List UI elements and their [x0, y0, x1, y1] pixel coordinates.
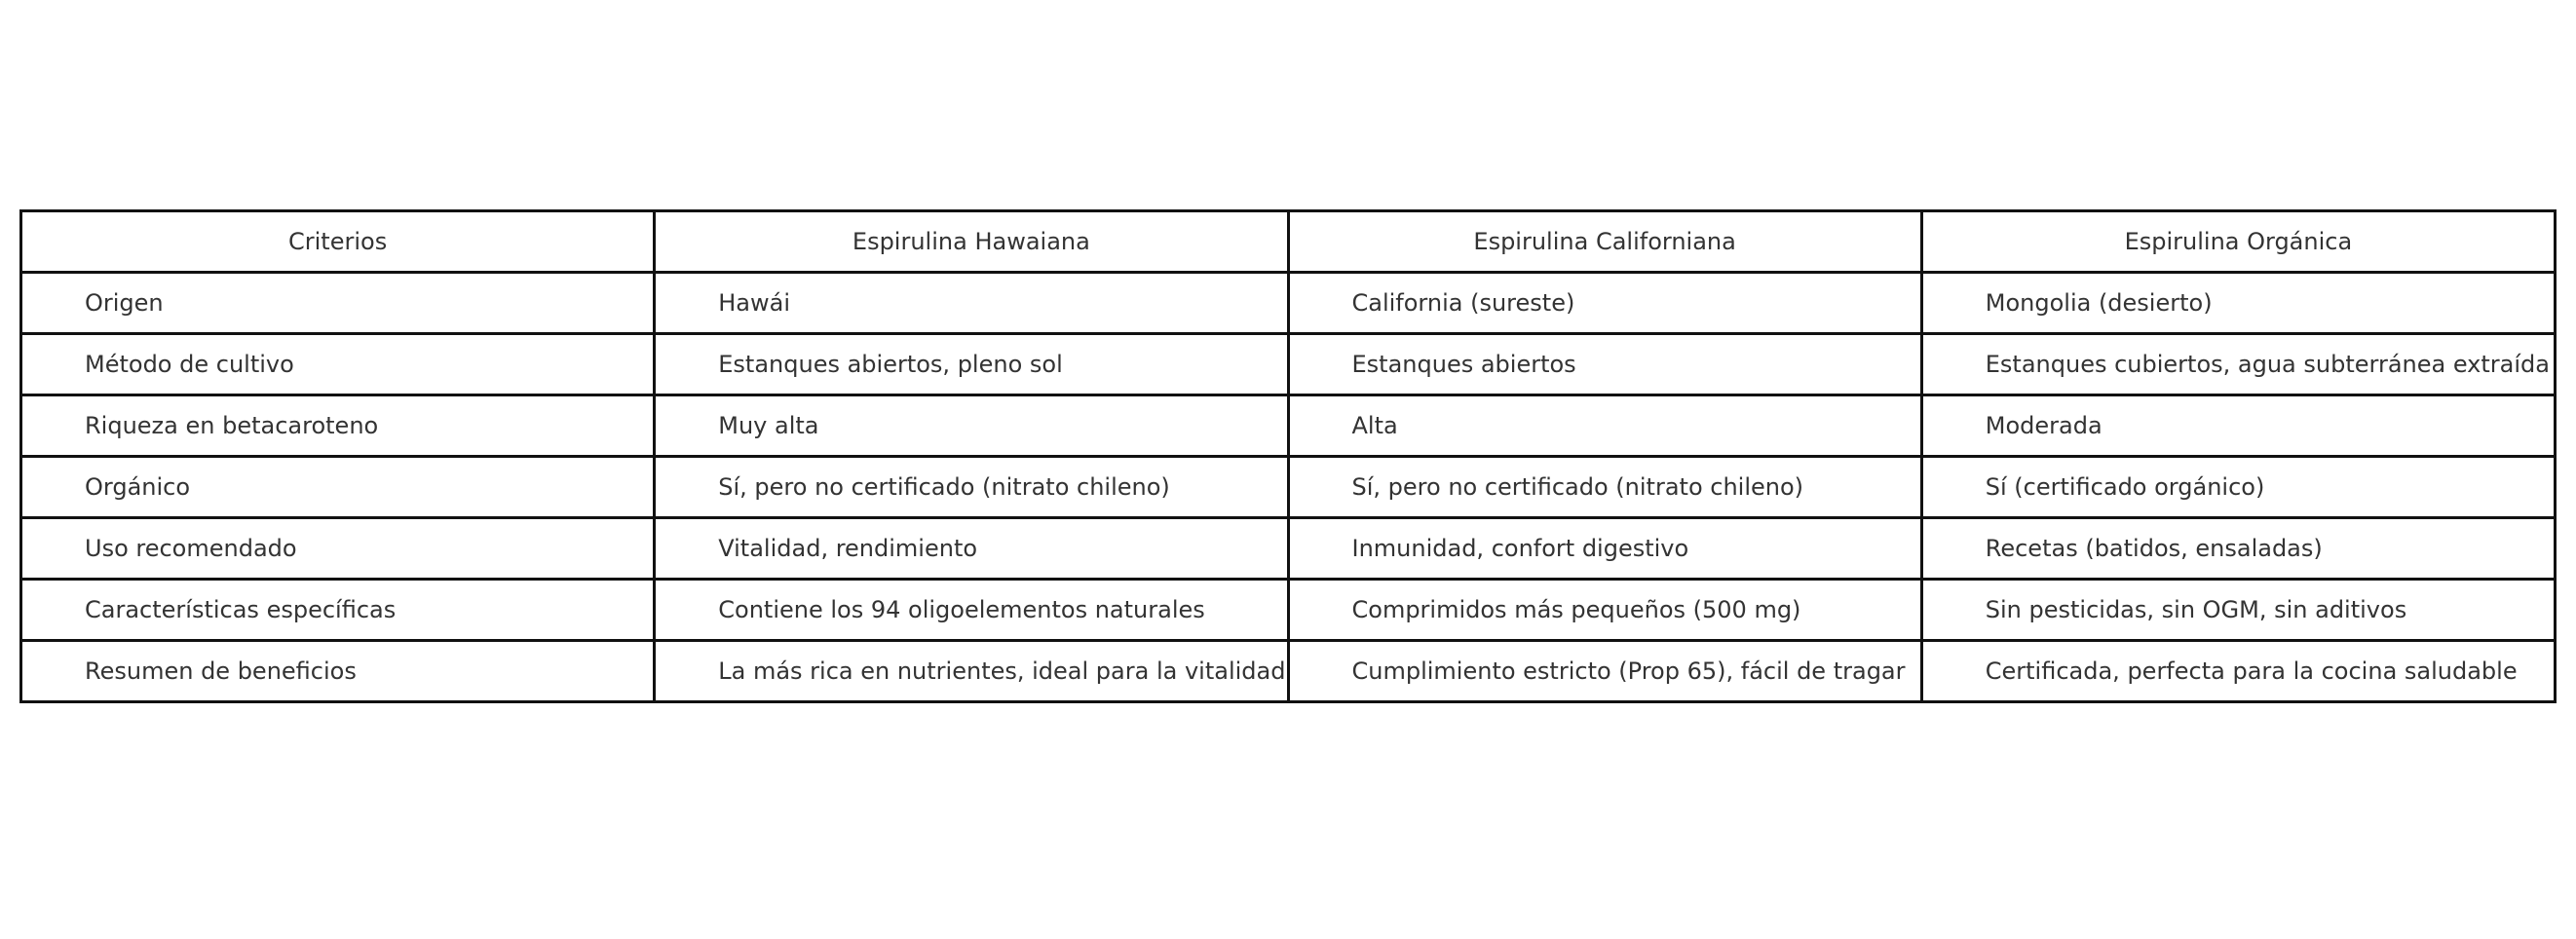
table-cell: Contiene los 94 oligoelementos naturales — [653, 578, 1290, 642]
table-cell: Muy alta — [653, 394, 1290, 458]
table-cell: Certificada, perfecta para la cocina sal… — [1919, 639, 2557, 703]
table-cell: Sí (certificado orgánico) — [1919, 455, 2557, 519]
table-cell: Estanques cubiertos, agua subterránea ex… — [1919, 332, 2557, 396]
table-head: Criterios Espirulina Hawaiana Espirulina C… — [19, 209, 2557, 274]
header-cell: Espirulina Hawaiana — [653, 209, 1290, 274]
table-cell: Método de cultivo — [19, 332, 657, 396]
table-cell: Recetas (batidos, ensaladas) — [1919, 516, 2557, 581]
table-row: Resumen de beneficios La más rica en nutr… — [19, 639, 2557, 703]
table-cell: Inmunidad, confort digestivo — [1286, 516, 1923, 581]
header-cell: Espirulina Californiana — [1286, 209, 1923, 274]
table-cell: La más rica en nutrientes, ideal para la… — [653, 639, 1290, 703]
table-cell: Uso recomendado — [19, 516, 657, 581]
table-cell: California (sureste) — [1286, 271, 1923, 335]
table-cell: Moderada — [1919, 394, 2557, 458]
header-cell: Criterios — [19, 209, 657, 274]
table-row: Características específicas Contiene los … — [19, 578, 2557, 642]
table-cell: Alta — [1286, 394, 1923, 458]
header-cell: Espirulina Orgánica — [1919, 209, 2557, 274]
table-cell: Cumplimiento estricto (Prop 65), fácil d… — [1286, 639, 1923, 703]
table-cell: Orgánico — [19, 455, 657, 519]
table-cell: Hawái — [653, 271, 1290, 335]
table-row: Método de cultivo Estanques abiertos, ple… — [19, 332, 2557, 396]
table-row: Riqueza en betacaroteno Muy alta Alta Moder… — [19, 394, 2557, 458]
table-cell: Sí, pero no certificado (nitrato chileno… — [1286, 455, 1923, 519]
table-row: Uso recomendado Vitalidad, rendimiento Inm… — [19, 516, 2557, 581]
table-cell: Estanques abiertos — [1286, 332, 1923, 396]
table-row: Origen Hawái California (sureste) Mongolia … — [19, 271, 2557, 335]
table-cell: Origen — [19, 271, 657, 335]
header-row: Criterios Espirulina Hawaiana Espirulina C… — [19, 209, 2557, 274]
table-cell: Comprimidos más pequeños (500 mg) — [1286, 578, 1923, 642]
table-cell: Estanques abiertos, pleno sol — [653, 332, 1290, 396]
table-cell: Resumen de beneficios — [19, 639, 657, 703]
table-cell: Riqueza en betacaroteno — [19, 394, 657, 458]
table-cell: Mongolia (desierto) — [1919, 271, 2557, 335]
table-row: Orgánico Sí, pero no certificado (nitrato… — [19, 455, 2557, 519]
table-body: Origen Hawái California (sureste) Mongolia … — [19, 271, 2557, 703]
table-cell: Características específicas — [19, 578, 657, 642]
table-cell: Sin pesticidas, sin OGM, sin aditivos — [1919, 578, 2557, 642]
table-cell: Vitalidad, rendimiento — [653, 516, 1290, 581]
table-cell: Sí, pero no certificado (nitrato chileno… — [653, 455, 1290, 519]
comparison-table: Criterios Espirulina Hawaiana Espirulina C… — [19, 209, 2557, 703]
